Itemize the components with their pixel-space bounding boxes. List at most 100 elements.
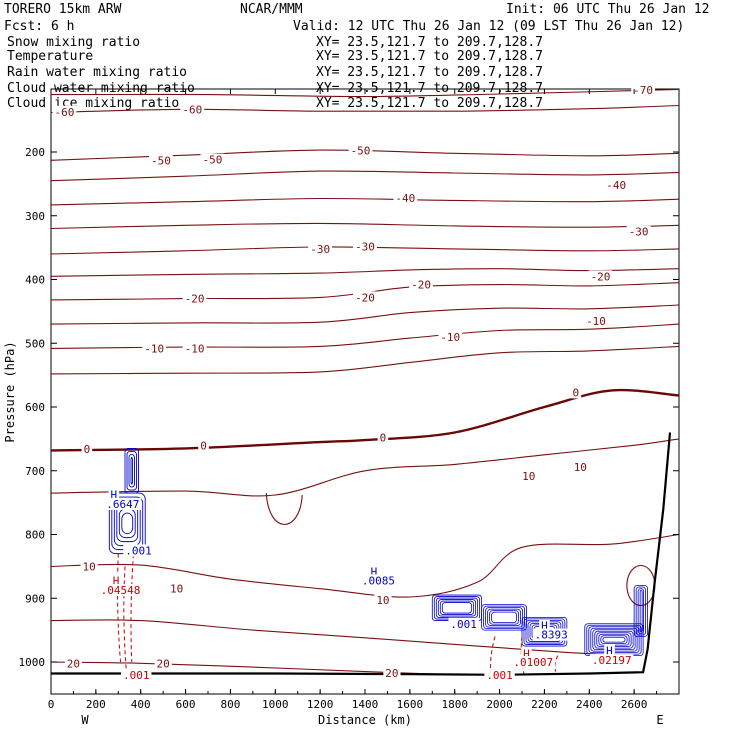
cloud-water-contour (121, 512, 134, 535)
isotherm-label-bg (182, 292, 207, 305)
isotherm--10 (51, 323, 679, 349)
isotherm--40 (51, 197, 679, 206)
legend-snow-label: Snow mixing ratio (7, 35, 140, 50)
rain-label: .04548 (101, 584, 141, 597)
cloud-water-contour (437, 599, 477, 617)
isotherm-label-bg (142, 342, 167, 355)
cloud-water-label: H (541, 620, 548, 633)
cloud-water-contour (600, 635, 628, 645)
cloud-water-label-bg (368, 565, 380, 578)
isotherm-label-bg (348, 144, 373, 157)
valid-label: Valid: 12 UTC Thu 26 Jan 12 (09 LST Thu … (293, 19, 684, 34)
forecast-label: Fcst: 6 h (4, 19, 74, 34)
y-axis-title: Pressure (hPa) (3, 341, 17, 442)
cloud-water-contour (439, 600, 475, 615)
isotherm-label-bg (377, 431, 389, 444)
contour-labels: -60 -60 -70 -50 -50 -50 -40 -40 -30 -30 -30 -20 -20 -… (52, 84, 656, 682)
cloud-water-label: .6647 (106, 498, 139, 511)
isotherm-label-bg (308, 242, 333, 255)
isotherm--45 (51, 170, 679, 182)
rain-label-bg (484, 668, 515, 681)
x-tick-label: 1400 (352, 698, 379, 711)
org-label: NCAR/MMM (240, 2, 303, 17)
isotherm-label-bg (584, 314, 608, 327)
isotherm-label-bg (168, 582, 186, 595)
init-label: Init: 06 UTC Thu 26 Jan 12 (506, 2, 710, 17)
y-tick-label: 600 (25, 401, 45, 414)
rain-contour (130, 547, 135, 663)
x-tick-label: 2000 (486, 698, 513, 711)
x-tick-label: 2400 (576, 698, 603, 711)
isotherm-label-bg (626, 225, 651, 238)
rain-contour (117, 553, 122, 663)
isotherm-label-bg (571, 460, 589, 473)
cloud-water-label-bg (532, 628, 570, 641)
isotherm-label: -50 (351, 145, 371, 158)
y-tick-label: 700 (25, 465, 45, 478)
cloud-water-contour (485, 607, 523, 628)
isotherm-label: -60 (55, 106, 75, 119)
isotherm-label-bg (409, 278, 433, 291)
rain-label: .001 (123, 669, 150, 682)
isotherm-label: -10 (440, 331, 460, 344)
model-label: TORERO 15km ARW (4, 2, 122, 17)
cloud-water-label-bg (539, 619, 550, 632)
isotherm-label: 20 (157, 657, 170, 670)
isotherm-label-bg (182, 342, 207, 355)
isotherm--35 (51, 222, 679, 230)
isotherm-label-bg (80, 560, 98, 573)
legend-cloud-ice-xy: XY= 23.5,121.7 to 209.7,128.7 (316, 96, 543, 111)
x-tick-label: 2600 (621, 698, 648, 711)
isotherm-label: -30 (629, 226, 649, 239)
isotherm-label-bg (374, 594, 392, 607)
isotherm-label-bg (198, 439, 209, 452)
x-tick-label: 200 (86, 698, 106, 711)
x-tick-label: 800 (220, 698, 240, 711)
isotherm-label-bg (149, 154, 173, 167)
cloud-water-label: .8393 (535, 629, 568, 642)
isotherm-label-bg (200, 153, 225, 166)
y-tick-label: 800 (25, 529, 45, 542)
isotherm-label: -20 (185, 293, 205, 306)
cloud-water-contour (602, 636, 626, 643)
terrain-line (51, 432, 672, 676)
y-tick-label: 200 (25, 146, 45, 159)
cloud-water-contour (435, 597, 479, 618)
cloud-water-contour (635, 586, 647, 636)
cloud-water-contour (130, 456, 133, 485)
x-tick-label: 1600 (397, 698, 424, 711)
cloud-water-label: H (371, 565, 378, 578)
isotherm--20 (51, 282, 679, 301)
cloud-water-label-bg (123, 544, 154, 557)
isotherm--5 (51, 345, 679, 375)
isotherm-label: -40 (395, 192, 415, 205)
isotherm-bump (265, 493, 303, 525)
isotherm-label: -20 (591, 270, 611, 283)
isotherm-label: 20 (385, 667, 398, 680)
isotherm-label: 20 (67, 657, 80, 670)
cloud-water-label-bg (604, 644, 615, 657)
legend-snow-xy: XY= 23.5,121.7 to 209.7,128.7 (316, 35, 543, 50)
cloud-water-contour (441, 602, 473, 614)
cloud-water-label: H (606, 645, 613, 658)
rain-label: H (523, 648, 530, 661)
legend-temperature-label: Temperature (7, 49, 93, 64)
cloud-water-contour (637, 588, 645, 634)
isotherm-label: -20 (411, 279, 431, 292)
isotherm--15 (51, 304, 679, 325)
isotherm-label-bg (588, 270, 613, 283)
isotherm--70 (51, 89, 679, 98)
isotherm-label-bg (353, 240, 377, 253)
isotherm-label: -40 (606, 179, 626, 192)
isotherm-label-bg (64, 657, 83, 670)
rain-label: .01007 (513, 656, 553, 669)
rain-label: .001 (486, 669, 513, 682)
isotherm-label: 10 (574, 461, 587, 474)
isotherm-label: -50 (203, 154, 223, 167)
y-tick-label: 500 (25, 337, 45, 350)
x-axis-title: Distance (km) (318, 713, 412, 727)
isotherm-label-bg (393, 191, 418, 204)
x-tick-label: 600 (176, 698, 196, 711)
isotherm-label-bg (570, 386, 582, 399)
legend-rain-label: Rain water mixing ratio (7, 65, 187, 80)
